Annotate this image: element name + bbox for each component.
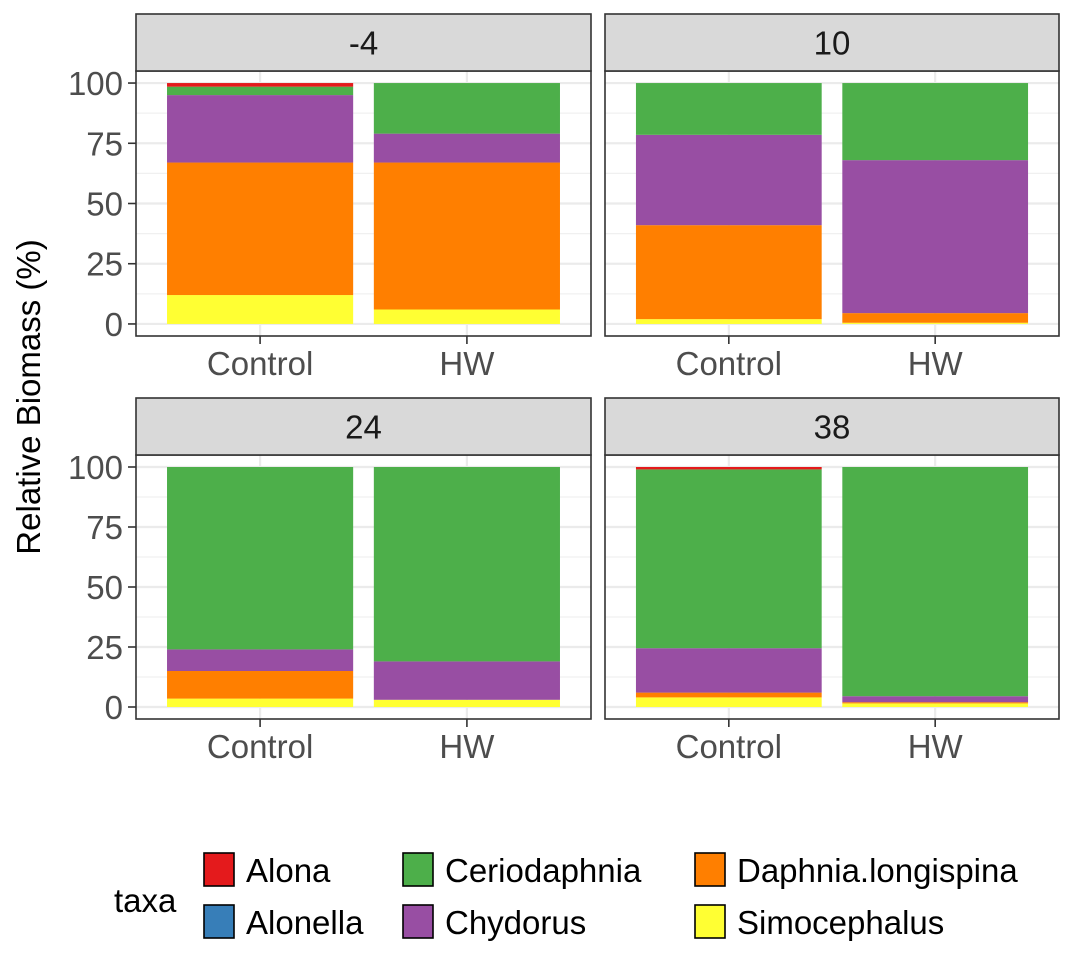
bar-segment-chydorus bbox=[167, 95, 354, 163]
bar-segment-simocephalus bbox=[167, 295, 354, 324]
bar-segment-simocephalus bbox=[842, 703, 1029, 707]
bar-segment-ceriodaphnia bbox=[635, 83, 822, 135]
legend-key bbox=[694, 904, 726, 939]
facet-strip-label: 10 bbox=[814, 25, 851, 62]
facet-strip-label: 24 bbox=[345, 409, 382, 446]
bar-segment-chydorus bbox=[842, 696, 1029, 703]
y-tick-label: 0 bbox=[105, 306, 123, 343]
legend-item: Ceriodaphnia bbox=[402, 852, 642, 889]
bar-segment-daphnia-longispina bbox=[635, 692, 822, 698]
bar-segment-chydorus bbox=[373, 133, 560, 163]
y-tick-label: 50 bbox=[86, 569, 123, 606]
facet-strip bbox=[604, 397, 1060, 456]
y-tick-label: 75 bbox=[86, 125, 123, 162]
legend-label: Alonella bbox=[246, 904, 364, 941]
x-tick-label: Control bbox=[207, 345, 313, 382]
bar-segment-simocephalus bbox=[373, 699, 560, 707]
bar-segment-daphnia-longispina bbox=[842, 313, 1029, 323]
legend-key bbox=[203, 904, 235, 939]
bar-segment-alona bbox=[635, 467, 822, 470]
bar-segment-simocephalus bbox=[635, 319, 822, 324]
legend-key bbox=[694, 852, 726, 887]
x-tick-label: Control bbox=[676, 345, 782, 382]
facet-panels: -4 0 25 50 75 100 Control HW 10 Control HW 24 0 25 50 7… bbox=[68, 13, 1060, 765]
bar-segment-ceriodaphnia bbox=[842, 467, 1029, 697]
legend-item: Chydorus bbox=[402, 904, 586, 941]
x-tick-label: Control bbox=[207, 728, 313, 765]
bar-segment-chydorus bbox=[842, 160, 1029, 314]
x-tick-label: HW bbox=[908, 728, 964, 765]
facet-strip-label: 38 bbox=[814, 409, 851, 446]
y-tick-label: 75 bbox=[86, 509, 123, 546]
y-axis-label: Relative Biomass (%) bbox=[10, 239, 47, 554]
facet-strip bbox=[135, 397, 592, 456]
bar-segment-simocephalus bbox=[635, 697, 822, 707]
y-tick-label: 100 bbox=[68, 449, 123, 486]
bar-segment-ceriodaphnia bbox=[167, 467, 354, 650]
x-tick-label: HW bbox=[908, 345, 964, 382]
bar-segment-simocephalus bbox=[842, 322, 1029, 324]
bar-segment-ceriodaphnia bbox=[842, 83, 1029, 161]
legend-key bbox=[402, 852, 434, 887]
bar-segment-ceriodaphnia bbox=[373, 467, 560, 662]
bar-segment-daphnia-longispina bbox=[373, 162, 560, 310]
legend-label: Chydorus bbox=[445, 904, 586, 941]
y-tick-label: 100 bbox=[68, 65, 123, 102]
facet-strip-label: -4 bbox=[349, 25, 378, 62]
x-tick-label: Control bbox=[676, 728, 782, 765]
facet-panel: -4 0 25 50 75 100 Control HW bbox=[68, 13, 592, 382]
bar-segment-chydorus bbox=[635, 648, 822, 693]
bar-segment-chydorus bbox=[635, 134, 822, 226]
bar-segment-daphnia-longispina bbox=[842, 702, 1029, 704]
bar-segment-simocephalus bbox=[373, 309, 560, 324]
y-tick-label: 0 bbox=[105, 689, 123, 726]
bar-segment-daphnia-longispina bbox=[167, 162, 354, 296]
legend-label: Alona bbox=[246, 852, 331, 889]
legend-label: Ceriodaphnia bbox=[445, 852, 642, 889]
legend-item: Alona bbox=[203, 852, 331, 889]
bar-segment-chydorus bbox=[373, 661, 560, 700]
facet-panel: 38 Control HW bbox=[604, 397, 1060, 765]
legend-item: Daphnia.longispina bbox=[694, 852, 1018, 889]
facet-panel: 24 0 25 50 75 100 Control HW bbox=[68, 397, 592, 765]
legend-key bbox=[402, 904, 434, 939]
x-tick-label: HW bbox=[439, 728, 495, 765]
legend-item: Alonella bbox=[203, 904, 364, 941]
legend-label: Daphnia.longispina bbox=[737, 852, 1018, 889]
legend-key bbox=[203, 852, 235, 887]
bar-segment-alona bbox=[167, 83, 354, 87]
bar-segment-daphnia-longispina bbox=[167, 671, 354, 699]
bar-segment-ceriodaphnia bbox=[373, 83, 560, 134]
y-tick-label: 50 bbox=[86, 186, 123, 223]
y-tick-label: 25 bbox=[86, 629, 123, 666]
facet-panel: 10 Control HW bbox=[604, 13, 1060, 382]
bar-segment-simocephalus bbox=[167, 698, 354, 707]
bar-segment-chydorus bbox=[167, 649, 354, 671]
legend-item: Simocephalus bbox=[694, 904, 944, 941]
y-tick-label: 25 bbox=[86, 246, 123, 283]
facet-strip bbox=[604, 13, 1060, 72]
legend-label: Simocephalus bbox=[737, 904, 944, 941]
legend-title: taxa bbox=[114, 882, 177, 919]
facet-strip bbox=[135, 13, 592, 72]
x-tick-label: HW bbox=[439, 345, 495, 382]
bar-segment-daphnia-longispina bbox=[635, 225, 822, 320]
bar-segment-ceriodaphnia bbox=[167, 86, 354, 96]
bar-segment-ceriodaphnia bbox=[635, 469, 822, 649]
legend: taxa Alona Alonella Ceriodaphnia Chydorus Da… bbox=[114, 852, 1018, 941]
